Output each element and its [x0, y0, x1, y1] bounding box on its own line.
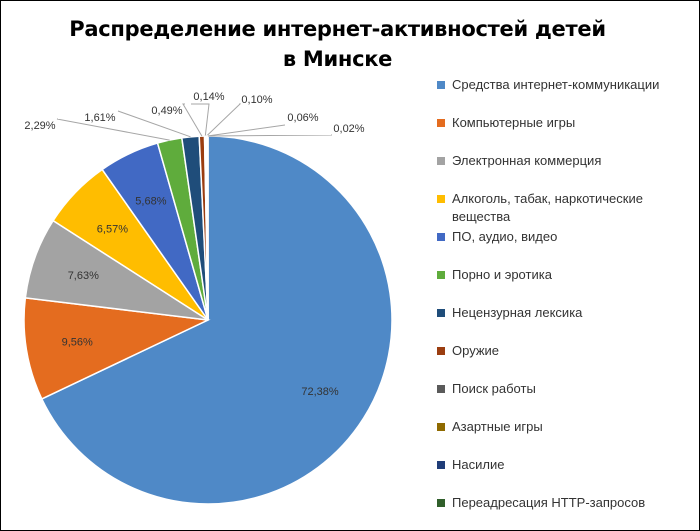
- legend-item: Оружие: [437, 342, 692, 360]
- legend-swatch: [437, 385, 445, 393]
- chart-title-line-2: в Минске: [282, 47, 393, 71]
- legend-label: ПО, аудио, видео: [452, 229, 558, 244]
- slice-data-label: 6,57%: [97, 223, 128, 235]
- legend-label: Оружие: [452, 343, 500, 358]
- label-leader-line: [117, 110, 191, 138]
- slice-data-label: 9,56%: [62, 336, 93, 348]
- legend-label: Порно и эротика: [452, 267, 552, 282]
- chart-title: Распределение интернет-активностей детей…: [0, 14, 675, 74]
- legend-label: Переадресация HTTP-запросов: [452, 495, 646, 510]
- legend-swatch: [437, 157, 445, 165]
- legend-label: Электронная коммерция: [452, 153, 602, 168]
- legend-swatch: [437, 233, 445, 241]
- pie-slice: [40, 135, 393, 505]
- legend-item: Порно и эротика: [437, 266, 692, 284]
- label-leader-line: [206, 103, 242, 137]
- label-leader-line: [191, 103, 210, 137]
- legend-item: Средства интернет-коммуникации: [437, 76, 692, 94]
- legend-label: Алкоголь, табак, наркотические вещества: [452, 191, 643, 224]
- slice-data-label: 0,14%: [193, 91, 224, 103]
- legend-item: Поиск работы: [437, 380, 692, 398]
- legend-item: Алкоголь, табак, наркотические вещества: [437, 190, 692, 226]
- slice-data-label: 2,29%: [24, 120, 55, 132]
- slice-data-label: 1,61%: [84, 112, 115, 124]
- legend-swatch: [437, 309, 445, 317]
- legend-label: Насилие: [452, 457, 505, 472]
- legend-item: Насилие: [437, 456, 692, 474]
- slice-data-label: 0,10%: [241, 94, 272, 106]
- legend-swatch: [437, 461, 445, 469]
- legend-item: Электронная коммерция: [437, 152, 692, 170]
- legend-item: ПО, аудио, видео: [437, 228, 692, 246]
- legend-swatch: [437, 423, 445, 431]
- legend-label: Компьютерные игры: [452, 115, 576, 130]
- legend-item: Нецензурная лексика: [437, 304, 692, 322]
- legend-swatch: [437, 195, 445, 203]
- label-leader-line: [207, 134, 333, 137]
- slice-data-label: 0,06%: [287, 112, 318, 124]
- legend-swatch: [437, 119, 445, 127]
- slice-data-label: 5,68%: [135, 195, 166, 207]
- legend-label: Поиск работы: [452, 381, 536, 396]
- legend-swatch: [437, 499, 445, 507]
- slice-data-label: 72,38%: [301, 386, 339, 398]
- legend-label: Средства интернет-коммуникации: [452, 77, 660, 92]
- label-leader-line: [56, 118, 170, 141]
- label-leader-line: [182, 103, 203, 137]
- legend-label: Азартные игры: [452, 419, 543, 434]
- legend-item: Переадресация HTTP-запросов: [437, 494, 692, 512]
- pie-slice: [23, 297, 211, 400]
- legend-swatch: [437, 81, 445, 89]
- label-leader-line: [207, 124, 286, 137]
- legend-swatch: [437, 271, 445, 279]
- legend-item: Компьютерные игры: [437, 114, 692, 132]
- legend-item: Азартные игры: [437, 418, 692, 436]
- legend-label: Нецензурная лексика: [452, 305, 583, 320]
- chart-title-line-1: Распределение интернет-активностей детей: [69, 17, 606, 41]
- legend-swatch: [437, 347, 445, 355]
- slice-data-label: 7,63%: [68, 270, 99, 282]
- slice-data-label: 0,02%: [333, 123, 364, 135]
- slice-data-label: 0,49%: [151, 105, 182, 117]
